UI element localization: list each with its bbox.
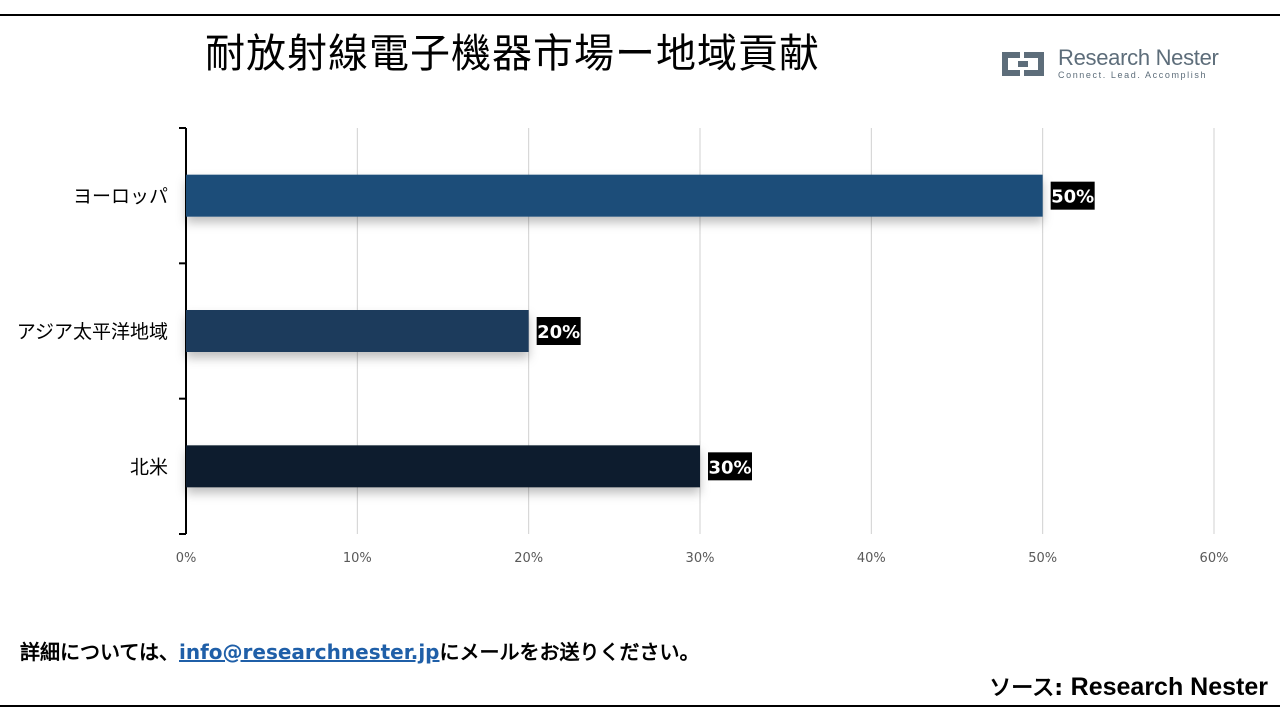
data-label: 20% <box>537 322 580 343</box>
x-tick-label: 60% <box>1200 551 1229 566</box>
logo-name: Research Nester <box>1058 45 1219 70</box>
bar-1 <box>186 310 529 352</box>
contact-suffix: にメールをお送りください。 <box>439 640 700 664</box>
chart-title: 耐放射線電子機器市場ー地域貢献 <box>205 31 820 77</box>
data-label-box <box>536 317 581 345</box>
contact-note: 詳細については、info@researchnester.jpにメールをお送りくだ… <box>20 638 700 666</box>
contact-email-link[interactable]: info@researchnester.jp <box>179 640 440 664</box>
source-label: ソース: <box>989 676 1071 701</box>
research-nester-logo: Research Nester Connect. Lead. Accomplis… <box>996 46 1226 86</box>
source-name: Research Nester <box>1070 673 1268 701</box>
bar-chart: 0% 10% 20% 30% 40% 50% 60% ヨーロッパ 50% アジア太平洋地域 20% 北… <box>17 127 1229 566</box>
x-tick-label: 40% <box>857 551 886 566</box>
category-label: ヨーロッパ <box>73 186 168 208</box>
top-rule <box>0 14 1280 16</box>
source-credit: ソース: Research Nester <box>989 672 1268 704</box>
logo-mark-icon <box>1002 52 1044 76</box>
x-tick-label: 20% <box>514 551 543 566</box>
category-label: 北米 <box>130 456 168 478</box>
contact-prefix: 詳細については、 <box>20 640 179 664</box>
x-tick-label: 10% <box>343 551 372 566</box>
data-label-box <box>708 452 752 481</box>
x-tick-label: 50% <box>1028 551 1057 566</box>
logo-tagline: Connect. Lead. Accomplish <box>1058 70 1208 80</box>
data-label: 50% <box>1051 187 1094 208</box>
bar-2 <box>186 445 700 488</box>
data-label: 30% <box>708 457 751 478</box>
category-label: アジア太平洋地域 <box>17 321 168 343</box>
bottom-rule <box>0 705 1280 707</box>
x-tick-label: 30% <box>686 551 715 566</box>
x-tick-label: 0% <box>176 551 197 566</box>
bar-0 <box>186 174 1043 217</box>
data-label-box <box>1050 181 1095 210</box>
